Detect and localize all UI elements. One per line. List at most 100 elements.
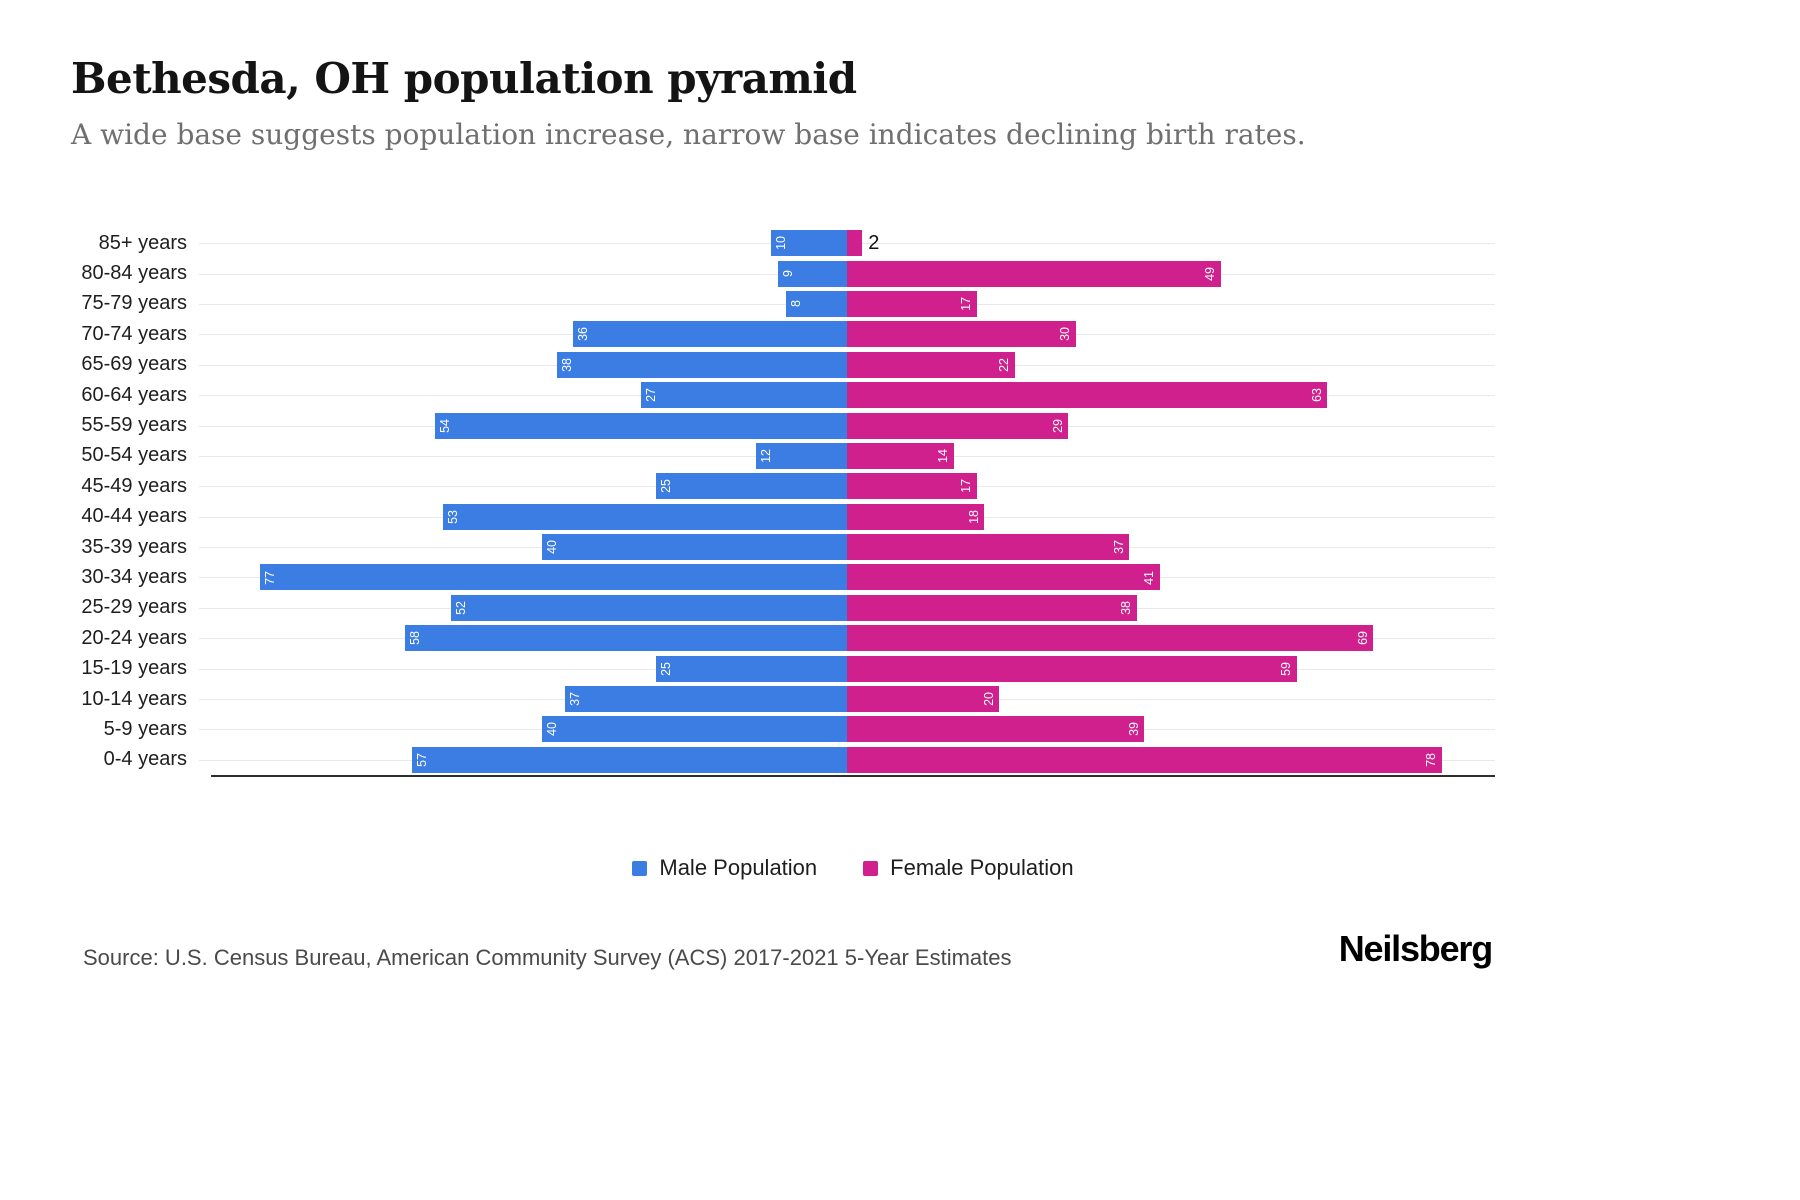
female-value-label: 78 <box>1424 752 1439 767</box>
row-plot: 52 38 <box>199 593 1495 623</box>
row-plot: 40 37 <box>199 532 1495 562</box>
female-bar: 17 <box>847 473 977 500</box>
male-value-label: 12 <box>758 448 773 463</box>
pyramid-row: 80-84 years 9 49 <box>71 258 1495 288</box>
female-value-label: 14 <box>936 448 951 463</box>
male-half: 8 <box>199 289 847 319</box>
age-group-label: 50-54 years <box>81 444 187 467</box>
pyramid-row: 70-74 years 36 30 <box>71 319 1495 349</box>
pyramid-row: 60-64 years 27 63 <box>71 380 1495 410</box>
male-half: 58 <box>199 623 847 653</box>
male-value-label: 9 <box>781 270 796 278</box>
age-group-label: 85+ years <box>98 231 187 254</box>
row-plot: 25 17 <box>199 471 1495 501</box>
male-value-label: 25 <box>659 661 674 676</box>
male-bar: 53 <box>442 503 847 530</box>
pyramid-row: 35-39 years 40 37 <box>71 532 1495 562</box>
age-group-label: 10-14 years <box>81 687 187 710</box>
female-legend-swatch <box>863 860 879 876</box>
row-plot: 36 30 <box>199 319 1495 349</box>
female-half: 69 <box>847 623 1495 653</box>
female-half: 49 <box>847 258 1495 288</box>
female-half: 20 <box>847 684 1495 714</box>
male-value-label: 57 <box>415 752 430 767</box>
male-bar: 12 <box>755 442 847 469</box>
pyramid-row: 45-49 years 25 17 <box>71 471 1495 501</box>
age-group-label: 65-69 years <box>81 353 187 376</box>
male-value-label: 52 <box>453 600 468 615</box>
male-bar: 9 <box>778 260 847 287</box>
female-value-label: 49 <box>1203 266 1218 281</box>
row-plot: 77 41 <box>199 562 1495 592</box>
male-half: 12 <box>199 441 847 471</box>
male-half: 38 <box>199 350 847 380</box>
pyramid-row: 15-19 years 25 59 <box>71 653 1495 683</box>
male-half: 52 <box>199 593 847 623</box>
female-half: 41 <box>847 562 1495 592</box>
female-bar: 39 <box>847 716 1145 743</box>
male-half: 40 <box>199 532 847 562</box>
male-value-label: 25 <box>659 479 674 494</box>
age-group-label: 55-59 years <box>81 414 187 437</box>
female-bar: 69 <box>847 625 1374 652</box>
male-bar: 40 <box>542 534 847 561</box>
row-plot: 57 78 <box>199 745 1495 775</box>
page-title: Bethesda, OH population pyramid <box>71 54 857 103</box>
pyramid-row: 25-29 years 52 38 <box>71 593 1495 623</box>
male-bar: 54 <box>435 412 847 439</box>
age-group-label: 0-4 years <box>103 748 187 771</box>
male-bar: 25 <box>656 473 847 500</box>
age-group-label: 35-39 years <box>81 535 187 558</box>
male-half: 53 <box>199 502 847 532</box>
female-half: 39 <box>847 714 1495 744</box>
female-value-label: 18 <box>966 509 981 524</box>
row-plot: 9 49 <box>199 258 1495 288</box>
legend-item-male: Male Population <box>632 855 817 881</box>
male-half: 54 <box>199 410 847 440</box>
pyramid-row: 50-54 years 12 14 <box>71 441 1495 471</box>
pyramid-row: 20-24 years 58 69 <box>71 623 1495 653</box>
male-bar: 8 <box>786 290 847 317</box>
pyramid-row: 10-14 years 37 20 <box>71 684 1495 714</box>
female-value-label: 22 <box>997 357 1012 372</box>
female-half: 14 <box>847 441 1495 471</box>
male-value-label: 58 <box>407 631 422 646</box>
female-bar: 17 <box>847 290 977 317</box>
female-half: 37 <box>847 532 1495 562</box>
x-axis-line <box>211 775 1495 778</box>
female-half: 78 <box>847 745 1495 775</box>
female-bar: 30 <box>847 321 1076 348</box>
female-bar: 22 <box>847 351 1015 378</box>
female-value-label: 39 <box>1126 722 1141 737</box>
row-plot: 58 69 <box>199 623 1495 653</box>
female-value-label: 30 <box>1058 327 1073 342</box>
female-value-label: 59 <box>1279 661 1294 676</box>
row-plot: 8 17 <box>199 289 1495 319</box>
female-half: 63 <box>847 380 1495 410</box>
male-value-label: 8 <box>789 300 804 308</box>
male-half: 27 <box>199 380 847 410</box>
age-group-label: 30-34 years <box>81 565 187 588</box>
female-value-label: 2 <box>868 232 880 255</box>
pyramid-row: 0-4 years 57 78 <box>71 745 1495 775</box>
row-plot: 10 2 <box>199 228 1495 258</box>
age-group-label: 5-9 years <box>103 717 187 740</box>
male-bar: 25 <box>656 655 847 682</box>
male-bar: 27 <box>641 382 847 409</box>
male-value-label: 53 <box>445 509 460 524</box>
male-bar: 57 <box>412 746 847 773</box>
male-bar: 58 <box>404 625 847 652</box>
age-group-label: 15-19 years <box>81 657 187 680</box>
female-bar <box>847 230 863 257</box>
female-value-label: 63 <box>1309 388 1324 403</box>
age-group-label: 75-79 years <box>81 292 187 315</box>
pyramid-row: 75-79 years 8 17 <box>71 289 1495 319</box>
male-value-label: 10 <box>773 236 788 251</box>
age-group-label: 45-49 years <box>81 474 187 497</box>
male-value-label: 54 <box>438 418 453 433</box>
female-value-label: 20 <box>981 692 996 706</box>
pyramid-row: 55-59 years 54 29 <box>71 410 1495 440</box>
male-half: 9 <box>199 258 847 288</box>
male-value-label: 77 <box>263 570 277 585</box>
